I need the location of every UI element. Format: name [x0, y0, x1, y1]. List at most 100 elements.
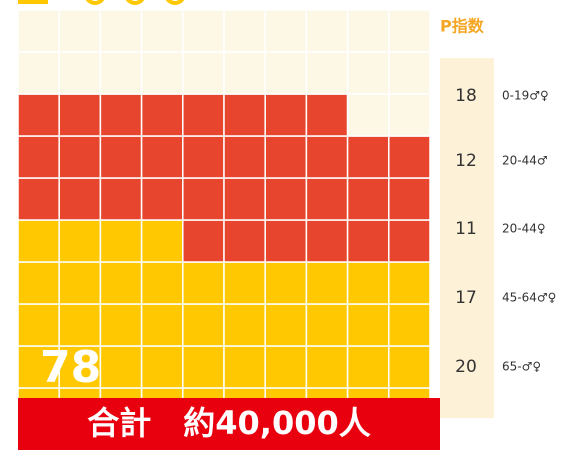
cell — [388, 345, 431, 389]
decoration — [165, 0, 185, 5]
cell — [17, 135, 60, 179]
cell — [346, 261, 390, 305]
legend-label: 45-64♂♀ — [502, 291, 556, 305]
cell — [182, 135, 225, 179]
legend-label: 65-♂♀ — [502, 360, 541, 374]
empty-cell — [17, 9, 60, 53]
cell — [305, 177, 349, 221]
cell — [264, 219, 308, 263]
cell — [17, 219, 60, 263]
empty-cell — [305, 9, 349, 53]
cell — [99, 261, 143, 305]
cell — [99, 219, 143, 263]
cell — [346, 345, 390, 389]
top-decoration — [18, 0, 185, 5]
empty-cell — [346, 51, 390, 95]
empty-cell — [58, 9, 102, 53]
cell — [223, 219, 266, 263]
cell — [140, 93, 184, 137]
cell — [305, 93, 349, 137]
empty-cell — [182, 9, 225, 53]
cell — [223, 135, 266, 179]
cell — [264, 135, 308, 179]
cell — [182, 303, 225, 347]
cell — [58, 303, 102, 347]
cell — [388, 177, 431, 221]
decoration — [18, 0, 48, 4]
decoration — [125, 0, 145, 5]
empty-cell — [223, 9, 266, 53]
cell — [264, 177, 308, 221]
cell — [99, 93, 143, 137]
cell — [99, 303, 143, 347]
cell — [58, 345, 102, 389]
cell — [223, 303, 266, 347]
cell — [305, 345, 349, 389]
legend-panel — [440, 58, 494, 418]
cell — [140, 261, 184, 305]
cell — [388, 303, 431, 347]
cell — [264, 303, 308, 347]
cell — [17, 177, 60, 221]
cell — [99, 345, 143, 389]
legend-label: 20-44♂ — [502, 154, 548, 168]
empty-cell — [346, 93, 390, 137]
empty-cell — [388, 9, 431, 53]
cell — [99, 135, 143, 179]
empty-cell — [305, 51, 349, 95]
cell — [17, 93, 60, 137]
footer-banner — [18, 398, 440, 450]
cell — [223, 93, 266, 137]
cell — [264, 345, 308, 389]
cell — [58, 135, 102, 179]
cell — [140, 345, 184, 389]
empty-cell — [99, 51, 143, 95]
empty-cell — [223, 51, 266, 95]
cell — [182, 219, 225, 263]
cell — [264, 261, 308, 305]
cell — [305, 135, 349, 179]
legend-title: P指数 — [440, 17, 485, 36]
cell — [223, 261, 266, 305]
cell — [388, 261, 431, 305]
cell — [99, 177, 143, 221]
cell — [305, 303, 349, 347]
empty-cell — [17, 51, 60, 95]
empty-cell — [140, 51, 184, 95]
empty-cell — [140, 9, 184, 53]
cell — [388, 219, 431, 263]
cell — [140, 177, 184, 221]
cell — [223, 345, 266, 389]
legend-value: 11 — [455, 219, 477, 239]
cell — [182, 345, 225, 389]
empty-cell — [264, 9, 308, 53]
cell — [182, 177, 225, 221]
cell — [182, 93, 225, 137]
waffle-grid — [17, 9, 431, 431]
cell — [346, 219, 390, 263]
cell — [223, 177, 266, 221]
cell — [346, 303, 390, 347]
cell — [58, 261, 102, 305]
cell — [140, 135, 184, 179]
legend-value: 17 — [455, 288, 477, 308]
empty-cell — [182, 51, 225, 95]
legend-label: 0-19♂♀ — [502, 89, 549, 103]
legend: 18 0-19♂♀ 12 20-44♂ 11 20-44♀ 17 45-64♂♀ 20 65-♂♀ — [455, 86, 556, 377]
cell — [264, 93, 308, 137]
empty-cell — [99, 9, 143, 53]
cell — [346, 135, 390, 179]
cell — [388, 135, 431, 179]
decoration — [85, 0, 105, 5]
cell — [58, 219, 102, 263]
legend-value: 18 — [455, 86, 477, 106]
cell — [140, 303, 184, 347]
cell — [58, 93, 102, 137]
empty-cell — [388, 51, 431, 95]
legend-value: 12 — [455, 151, 477, 171]
total-label: 78 — [40, 342, 101, 393]
cell — [305, 261, 349, 305]
cell — [58, 177, 102, 221]
cell — [182, 261, 225, 305]
